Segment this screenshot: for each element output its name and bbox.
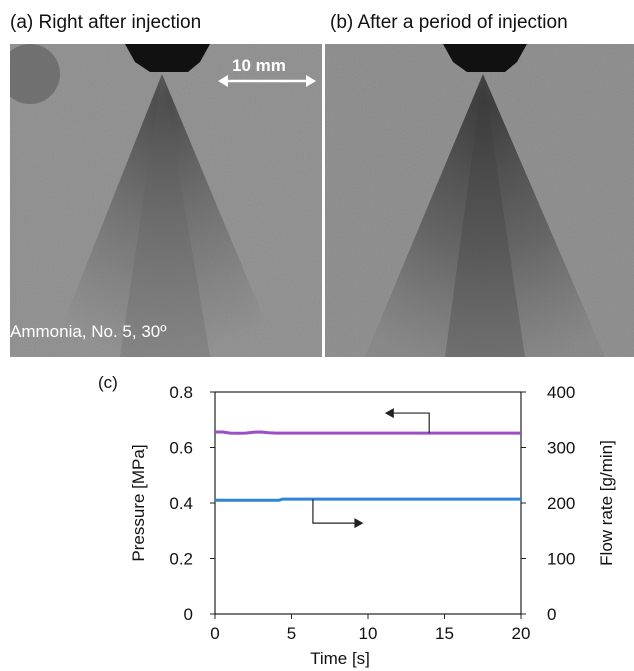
y-right-tick-label: 200 — [547, 494, 575, 513]
plot-frame — [214, 391, 522, 615]
scale-bar-label: 10 mm — [232, 56, 286, 75]
x-tick-label: 15 — [435, 624, 454, 643]
series-line-right — [215, 497, 521, 502]
series-line-left — [215, 430, 521, 435]
scale-bar-arrow — [218, 75, 316, 87]
x-axis-label: Time [s] — [310, 649, 370, 668]
y-left-tick-label: 0.6 — [169, 439, 193, 458]
panel-a-label: (a) — [10, 12, 34, 33]
photo-a — [10, 44, 322, 357]
pressure-arrowhead — [384, 408, 394, 419]
y-left-tick-label: 0 — [184, 605, 193, 624]
panel-a-text: Right after injection — [38, 12, 202, 33]
y-right-axis-label: Flow rate [g/min] — [597, 440, 616, 566]
panel-b-text: After a period of injection — [357, 12, 568, 33]
y-right-tick-label: 0 — [547, 605, 556, 624]
x-tick-label: 5 — [287, 624, 296, 643]
panel-b-title: (b) After a period of injection — [330, 12, 568, 34]
y-left-tick-label: 0.8 — [169, 383, 193, 402]
photo-caption: Ammonia, No. 5, 30º — [10, 322, 167, 341]
y-right-tick-label: 300 — [547, 439, 575, 458]
y-left-tick-label: 0.4 — [169, 494, 193, 513]
photo-b — [325, 44, 634, 357]
flow-axis-arrow — [312, 499, 359, 524]
panel-c-label: (c) — [98, 373, 118, 392]
x-tick-label: 10 — [359, 624, 378, 643]
x-tick-label: 0 — [210, 624, 219, 643]
y-right-tick-label: 400 — [547, 383, 575, 402]
pressure-axis-arrow — [389, 412, 430, 434]
x-tick-label: 20 — [512, 624, 531, 643]
panel-a-title: (a) Right after injection — [10, 12, 201, 34]
y-right-tick-label: 100 — [547, 550, 575, 569]
panel-b-label: (b) — [330, 12, 354, 33]
y-left-tick-label: 0.2 — [169, 550, 193, 569]
y-left-axis-label: Pressure [MPa] — [129, 444, 148, 561]
flow-arrowhead — [354, 518, 364, 529]
